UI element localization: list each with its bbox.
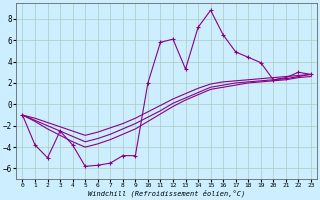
X-axis label: Windchill (Refroidissement éolien,°C): Windchill (Refroidissement éolien,°C): [88, 190, 245, 197]
